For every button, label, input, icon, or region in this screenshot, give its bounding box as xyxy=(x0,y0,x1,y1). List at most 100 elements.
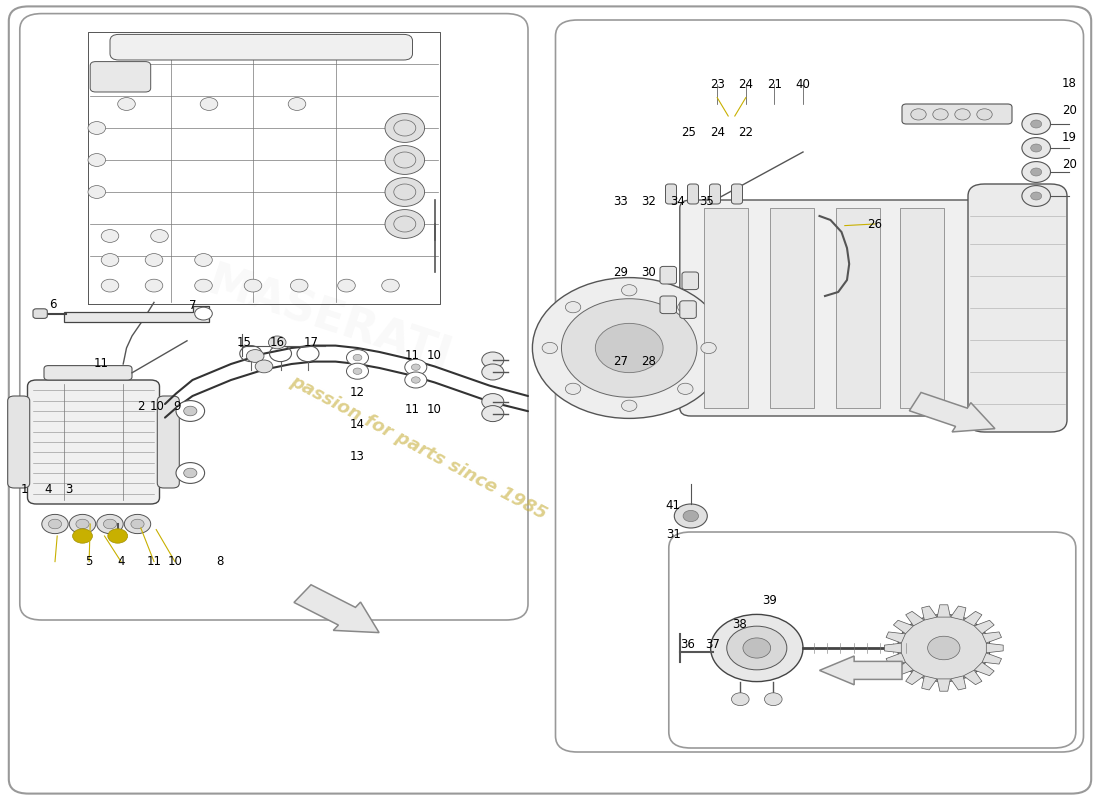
Circle shape xyxy=(101,254,119,266)
Circle shape xyxy=(405,359,427,375)
Circle shape xyxy=(48,519,62,529)
FancyBboxPatch shape xyxy=(688,184,698,204)
Text: 10: 10 xyxy=(167,555,183,568)
Circle shape xyxy=(88,122,106,134)
Circle shape xyxy=(246,350,264,362)
Text: 29: 29 xyxy=(613,266,628,278)
Circle shape xyxy=(76,519,89,529)
Circle shape xyxy=(482,364,504,380)
Text: 10: 10 xyxy=(427,350,442,362)
Polygon shape xyxy=(975,662,994,676)
Circle shape xyxy=(42,514,68,534)
Text: 10: 10 xyxy=(427,403,442,416)
FancyBboxPatch shape xyxy=(666,184,676,204)
Circle shape xyxy=(382,279,399,292)
Circle shape xyxy=(532,278,726,418)
Circle shape xyxy=(1022,138,1050,158)
Circle shape xyxy=(103,519,117,529)
Text: 30: 30 xyxy=(641,266,657,278)
Circle shape xyxy=(184,468,197,478)
Text: 4: 4 xyxy=(118,555,124,568)
Text: 28: 28 xyxy=(641,355,657,368)
Polygon shape xyxy=(987,643,1003,653)
Circle shape xyxy=(88,186,106,198)
Text: 38: 38 xyxy=(732,618,747,630)
Circle shape xyxy=(195,307,212,320)
Text: 11: 11 xyxy=(405,403,420,416)
Polygon shape xyxy=(905,611,924,626)
Polygon shape xyxy=(893,620,913,634)
Polygon shape xyxy=(922,676,937,690)
Circle shape xyxy=(73,529,92,543)
Circle shape xyxy=(255,360,273,373)
FancyBboxPatch shape xyxy=(33,309,47,318)
Text: 17: 17 xyxy=(304,336,319,349)
Circle shape xyxy=(764,693,782,706)
FancyBboxPatch shape xyxy=(28,380,160,504)
Circle shape xyxy=(1031,144,1042,152)
Polygon shape xyxy=(950,676,966,690)
Circle shape xyxy=(69,514,96,534)
FancyBboxPatch shape xyxy=(902,104,1012,124)
Text: 40: 40 xyxy=(795,78,811,90)
Text: 9: 9 xyxy=(174,400,180,413)
Text: 11: 11 xyxy=(146,555,162,568)
Polygon shape xyxy=(294,585,379,633)
Circle shape xyxy=(595,323,663,373)
Polygon shape xyxy=(950,606,966,620)
Text: 21: 21 xyxy=(767,78,782,90)
Circle shape xyxy=(911,109,926,120)
Circle shape xyxy=(288,98,306,110)
Circle shape xyxy=(151,230,168,242)
Text: 36: 36 xyxy=(680,638,695,650)
Text: passion for parts since 1985: passion for parts since 1985 xyxy=(287,373,549,523)
Circle shape xyxy=(482,406,504,422)
Polygon shape xyxy=(887,653,905,664)
Text: 11: 11 xyxy=(405,350,420,362)
Circle shape xyxy=(1022,162,1050,182)
Polygon shape xyxy=(922,606,937,620)
Circle shape xyxy=(385,114,425,142)
Circle shape xyxy=(353,354,362,361)
Circle shape xyxy=(108,529,128,543)
FancyBboxPatch shape xyxy=(660,296,676,314)
Text: 7: 7 xyxy=(189,299,196,312)
Text: 1: 1 xyxy=(21,483,28,496)
Circle shape xyxy=(101,230,119,242)
Circle shape xyxy=(353,368,362,374)
Circle shape xyxy=(195,279,212,292)
Text: 34: 34 xyxy=(670,195,685,208)
Circle shape xyxy=(101,279,119,292)
Circle shape xyxy=(346,350,368,366)
FancyBboxPatch shape xyxy=(682,272,698,290)
Text: 12: 12 xyxy=(350,386,365,398)
Text: 15: 15 xyxy=(236,336,252,349)
Text: 24: 24 xyxy=(710,126,725,138)
Circle shape xyxy=(732,693,749,706)
Bar xyxy=(836,208,880,408)
Circle shape xyxy=(176,462,205,483)
Text: 11: 11 xyxy=(94,358,109,370)
Text: 3: 3 xyxy=(66,483,73,496)
Circle shape xyxy=(145,254,163,266)
Circle shape xyxy=(621,285,637,296)
Text: 25: 25 xyxy=(681,126,696,138)
Circle shape xyxy=(1031,168,1042,176)
Text: 26: 26 xyxy=(867,218,882,230)
Text: 32: 32 xyxy=(641,195,657,208)
Circle shape xyxy=(290,279,308,292)
Circle shape xyxy=(405,372,427,388)
Text: 24: 24 xyxy=(738,78,754,90)
Circle shape xyxy=(195,254,212,266)
Text: 13: 13 xyxy=(350,450,365,462)
Polygon shape xyxy=(64,306,209,322)
FancyBboxPatch shape xyxy=(660,266,676,284)
FancyBboxPatch shape xyxy=(680,200,1015,416)
Polygon shape xyxy=(975,620,994,634)
Polygon shape xyxy=(910,393,996,432)
Text: 41: 41 xyxy=(666,499,681,512)
Circle shape xyxy=(711,614,803,682)
Circle shape xyxy=(338,279,355,292)
FancyBboxPatch shape xyxy=(157,396,179,488)
Text: 8: 8 xyxy=(217,555,223,568)
